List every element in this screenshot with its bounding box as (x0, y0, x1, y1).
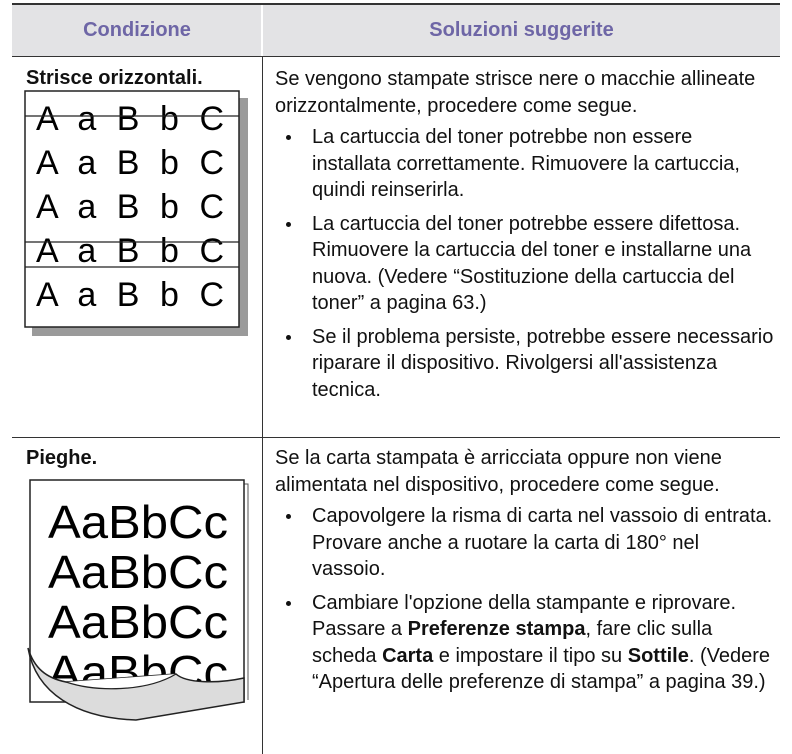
bold-text: Sottile (627, 644, 689, 667)
bullet-item: La cartuccia del toner potrebbe essere d… (275, 211, 775, 317)
solution: Se la carta stampata è arricciata oppure… (275, 445, 775, 703)
text: Se il problema persiste, potrebbe essere… (312, 325, 774, 401)
top-rule (12, 3, 780, 5)
text: . (Vedere “Apertura delle preferenze di … (312, 644, 771, 694)
illustration-text: A a B b C A a B b C A a B b C A a B b C A a … (36, 100, 224, 314)
column-divider (262, 57, 263, 754)
bullet-list: Capovolgere la risma di carta nel vassoi… (275, 503, 775, 696)
text: e impostare il tipo su (433, 644, 628, 667)
bullet-item: Cambiare l'opzione della stampante e rip… (275, 590, 775, 696)
bullet (286, 135, 291, 140)
illustration-line: AaBbCc (48, 546, 228, 598)
illustration-line: A a B b C (36, 232, 224, 270)
condition: Pieghe. (26, 447, 98, 469)
illustration-line: A a B b C (36, 100, 224, 138)
bullet (286, 600, 291, 606)
row-divider (12, 437, 780, 438)
bullet-item: Capovolgere la risma di carta nel vassoi… (275, 503, 775, 583)
bullet-list: La cartuccia del toner potrebbe non esse… (275, 124, 775, 403)
bold-text: Preferenze stampa (407, 618, 586, 640)
header-rule (12, 56, 780, 57)
bullet-item: La cartuccia del toner potrebbe non esse… (275, 124, 775, 204)
text: La cartuccia del toner potrebbe non esse… (312, 126, 740, 201)
bullet (286, 514, 291, 519)
solution: Se vengono stampate strisce nere o macch… (275, 66, 775, 410)
header-bg (12, 5, 780, 56)
header-cell: Soluzioni suggerite (429, 19, 614, 41)
bold-text: Carta (382, 644, 434, 667)
intro: Se la carta stampata è arricciata oppure… (275, 447, 722, 496)
paper (24, 90, 240, 328)
illustration-line: AaBbCc (48, 496, 228, 548)
condition: Strisce orizzontali. (26, 67, 203, 89)
paper (29, 479, 245, 703)
illustration-line: A a B b C (36, 188, 224, 226)
bullet-item: Se il problema persiste, potrebbe essere… (275, 324, 775, 404)
illustration-line: AaBbCc (48, 596, 228, 648)
bullet (286, 221, 291, 227)
text: , fare clic sulla scheda (312, 618, 713, 667)
text: Cambiare l'opzione della stampante e rip… (312, 591, 737, 641)
bullet (286, 334, 291, 340)
curl-fold (65, 673, 177, 690)
illustration-line: A a B b C (36, 276, 224, 314)
illustration-line: A a B b C (36, 144, 224, 182)
header-cell: Condizione (83, 19, 191, 41)
stripes-illustration: A a B b C A a B b C A a B b C A a B b C A a … (24, 90, 248, 336)
text: Capovolgere la risma di carta nel vassoi… (312, 505, 773, 580)
text: La cartuccia del toner potrebbe essere d… (312, 212, 752, 315)
header-separator (261, 5, 263, 56)
intro: Se vengono stampate strisce nere o macch… (275, 68, 756, 117)
